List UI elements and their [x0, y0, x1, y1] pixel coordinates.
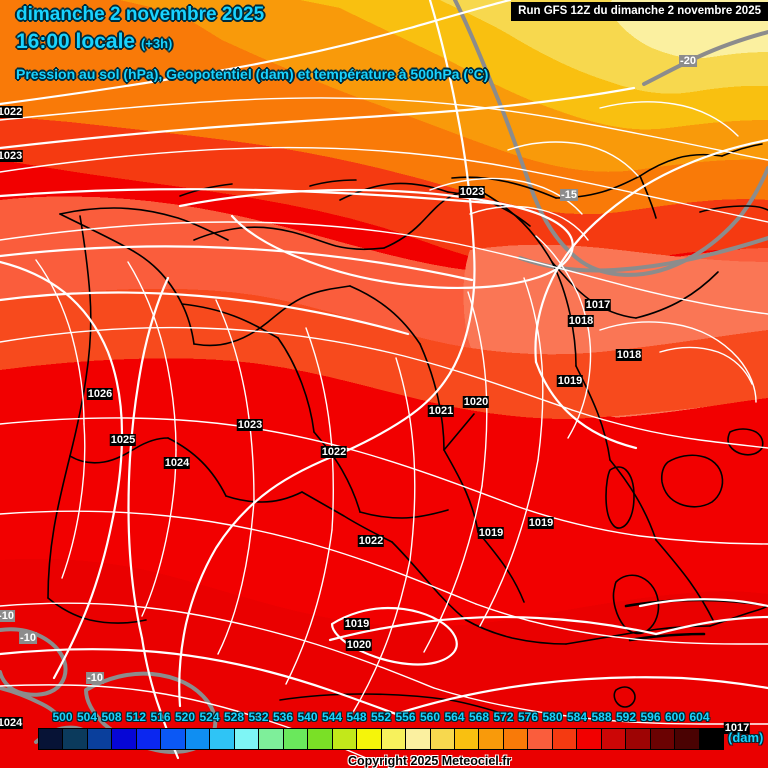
forecast-time-value: 16:00 locale: [16, 30, 136, 53]
legend-tick: 576: [517, 710, 539, 724]
legend-swatch: [381, 729, 407, 749]
legend-swatch: [112, 729, 137, 749]
legend-tick: 564: [444, 710, 465, 724]
legend-swatch: [699, 729, 724, 749]
legend-tick: 520: [174, 710, 196, 724]
legend-tick: 504: [76, 710, 98, 724]
legend-unit-label: (dam): [728, 730, 764, 745]
legend-tick: 592: [615, 710, 637, 724]
legend-tick: 552: [370, 710, 392, 724]
legend-tick: 516: [150, 710, 171, 724]
legend-swatch: [479, 729, 504, 749]
parameter-description-label: Pression au sol (hPa), Geopotentiel (dam…: [16, 66, 489, 82]
legend-swatch: [601, 729, 627, 749]
legend-tick: 604: [689, 710, 710, 724]
legend-swatch: [626, 729, 651, 749]
legend-tick: 512: [125, 710, 147, 724]
legend-swatch: [332, 729, 358, 749]
legend-swatch: [675, 729, 700, 749]
legend-swatch: [161, 729, 186, 749]
legend-swatch: [136, 729, 162, 749]
legend-swatch: [650, 729, 676, 749]
legend-swatch: [308, 729, 333, 749]
legend-color-bar: [38, 728, 724, 750]
legend-swatch: [577, 729, 602, 749]
forecast-date-label: dimanche 2 novembre 2025: [16, 4, 265, 25]
color-scale-legend: 500 504 508 512 516 520 524 528 532 536 540 544 548 5…: [0, 710, 768, 768]
copyright-label: Copyright 2025 Meteociel.fr: [348, 754, 512, 768]
legend-swatch: [259, 729, 284, 749]
legend-swatch: [39, 729, 64, 749]
legend-swatch: [528, 729, 553, 749]
legend-tick: 540: [297, 710, 318, 724]
legend-tick: 532: [248, 710, 269, 724]
model-run-badge: Run GFS 12Z du dimanche 2 novembre 2025: [511, 2, 768, 21]
legend-tick: 584: [566, 710, 588, 724]
legend-tick-labels: 500 504 508 512 516 520 524 528 532 536 540 544 548 5…: [0, 710, 768, 728]
forecast-offset-value: (+3h): [140, 36, 173, 51]
legend-swatch: [430, 729, 455, 749]
legend-swatch: [63, 729, 88, 749]
legend-swatch: [503, 729, 529, 749]
legend-tick: 548: [346, 710, 367, 724]
legend-swatch: [210, 729, 235, 749]
legend-tick: 528: [223, 710, 245, 724]
legend-swatch: [283, 729, 309, 749]
legend-swatch: [454, 729, 480, 749]
legend-tick: 580: [542, 710, 563, 724]
legend-tick: 508: [101, 710, 122, 724]
legend-tick: 568: [468, 710, 490, 724]
legend-swatch: [185, 729, 211, 749]
legend-tick: 588: [591, 710, 612, 724]
forecast-time-label: 16:00 locale (+3h): [16, 30, 172, 54]
legend-tick: 536: [272, 710, 294, 724]
legend-tick: 524: [199, 710, 220, 724]
legend-tick: 544: [321, 710, 343, 724]
legend-swatch: [406, 729, 431, 749]
legend-tick: 556: [395, 710, 416, 724]
legend-swatch: [87, 729, 113, 749]
legend-swatch: [234, 729, 260, 749]
legend-tick: 500: [52, 710, 73, 724]
legend-swatch: [552, 729, 578, 749]
legend-tick: 600: [664, 710, 686, 724]
legend-swatch: [357, 729, 382, 749]
legend-tick: 572: [493, 710, 514, 724]
legend-tick: 596: [640, 710, 661, 724]
legend-tick: 560: [419, 710, 441, 724]
